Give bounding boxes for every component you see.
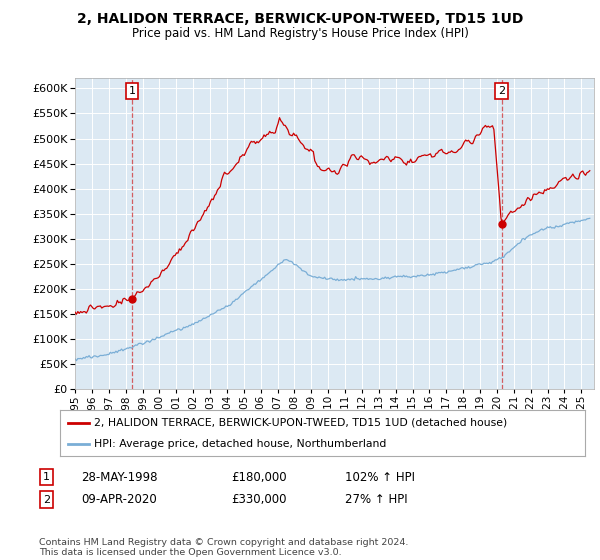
Text: 09-APR-2020: 09-APR-2020 <box>81 493 157 506</box>
Text: 2: 2 <box>498 86 505 96</box>
Text: 1: 1 <box>128 86 136 96</box>
Text: £330,000: £330,000 <box>231 493 287 506</box>
Text: 2, HALIDON TERRACE, BERWICK-UPON-TWEED, TD15 1UD (detached house): 2, HALIDON TERRACE, BERWICK-UPON-TWEED, … <box>94 418 508 428</box>
Text: 1: 1 <box>43 472 50 482</box>
Text: Price paid vs. HM Land Registry's House Price Index (HPI): Price paid vs. HM Land Registry's House … <box>131 27 469 40</box>
Text: HPI: Average price, detached house, Northumberland: HPI: Average price, detached house, Nort… <box>94 439 386 449</box>
Text: Contains HM Land Registry data © Crown copyright and database right 2024.
This d: Contains HM Land Registry data © Crown c… <box>39 538 409 557</box>
Text: 28-MAY-1998: 28-MAY-1998 <box>81 470 157 484</box>
Text: £180,000: £180,000 <box>231 470 287 484</box>
Text: 2: 2 <box>43 494 50 505</box>
Text: 102% ↑ HPI: 102% ↑ HPI <box>345 470 415 484</box>
Text: 27% ↑ HPI: 27% ↑ HPI <box>345 493 407 506</box>
Text: 2, HALIDON TERRACE, BERWICK-UPON-TWEED, TD15 1UD: 2, HALIDON TERRACE, BERWICK-UPON-TWEED, … <box>77 12 523 26</box>
